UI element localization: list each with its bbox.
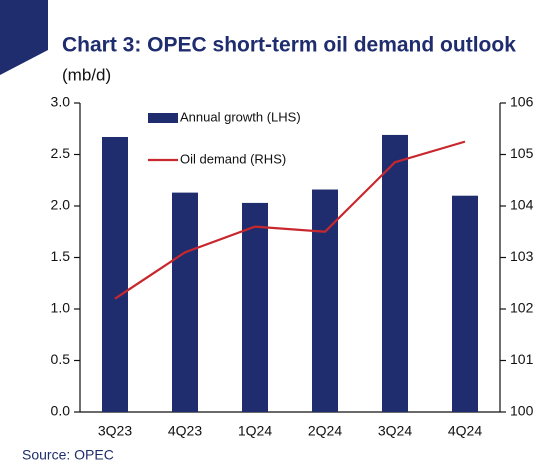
y2-tick-label: 106 bbox=[510, 94, 534, 110]
bar bbox=[452, 195, 478, 412]
y-tick-label: 0.0 bbox=[51, 403, 71, 419]
bar bbox=[102, 136, 128, 413]
legend-swatch bbox=[148, 113, 178, 123]
x-tick-label: 4Q23 bbox=[168, 423, 202, 439]
bar bbox=[172, 192, 198, 412]
y2-tick-label: 100 bbox=[510, 403, 534, 419]
y2-tick-label: 104 bbox=[510, 197, 534, 213]
bar bbox=[312, 189, 338, 412]
line-series bbox=[114, 140, 466, 300]
y2-tick-label: 103 bbox=[510, 248, 534, 264]
bar bbox=[382, 134, 408, 412]
chart-title: Chart 3: OPEC short-term oil demand outl… bbox=[62, 34, 516, 57]
source: Source: OPEC bbox=[22, 447, 114, 463]
y2-tick-label: 105 bbox=[510, 145, 534, 161]
y2-tick-label: 102 bbox=[510, 300, 534, 316]
bar bbox=[242, 202, 268, 412]
x-tick-label: 3Q24 bbox=[378, 423, 412, 439]
y-tick-label: 1.5 bbox=[51, 248, 71, 264]
y-tick-label: 2.0 bbox=[51, 197, 71, 213]
legend-label: Annual growth (LHS) bbox=[180, 109, 301, 124]
x-tick-label: 1Q24 bbox=[238, 423, 272, 439]
legend-label: Oil demand (RHS) bbox=[180, 151, 286, 166]
y-tick-label: 3.0 bbox=[51, 94, 71, 110]
y-tick-label: 0.5 bbox=[51, 351, 71, 367]
y-tick-label: 2.5 bbox=[51, 145, 71, 161]
x-tick-label: 4Q24 bbox=[448, 423, 482, 439]
y-tick-label: 1.0 bbox=[51, 300, 71, 316]
corner-badge bbox=[0, 0, 48, 75]
y2-tick-label: 101 bbox=[510, 351, 534, 367]
x-tick-label: 3Q23 bbox=[98, 423, 132, 439]
chart-subtitle: (mb/d) bbox=[62, 65, 111, 84]
x-tick-label: 2Q24 bbox=[308, 423, 342, 439]
